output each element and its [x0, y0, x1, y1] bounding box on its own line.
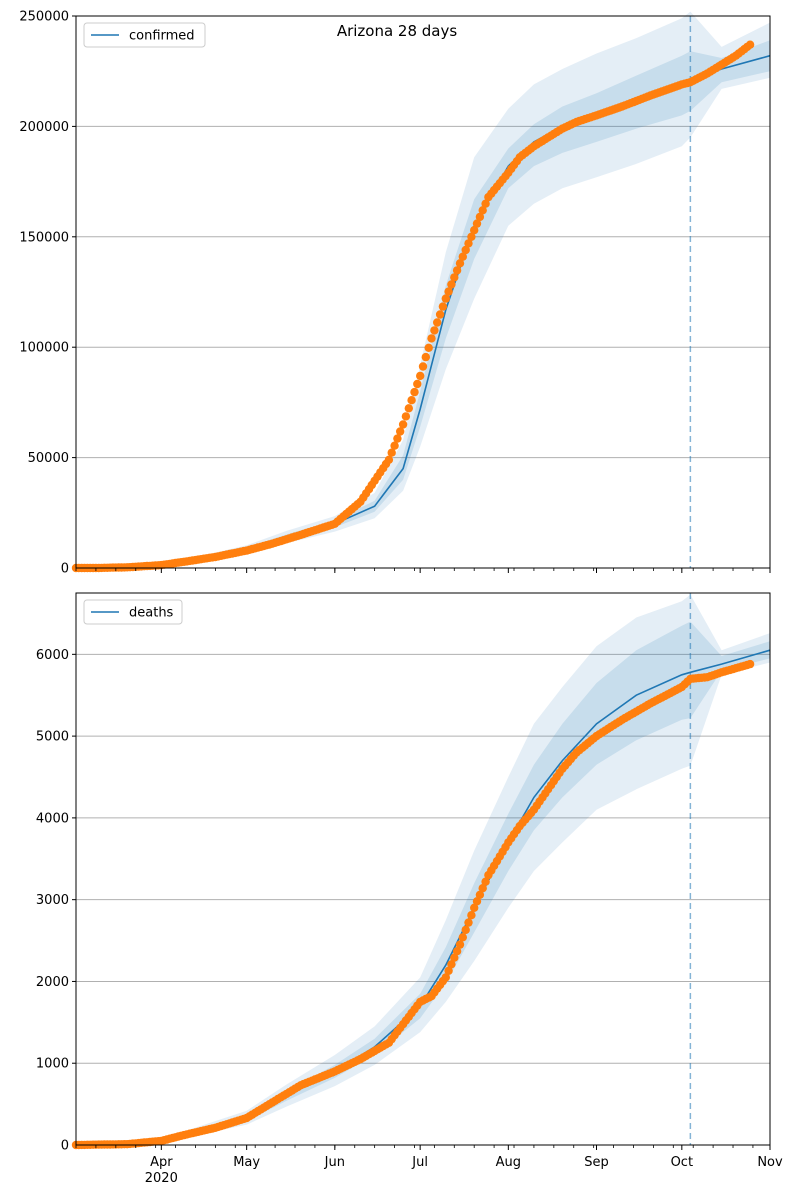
observed-point	[475, 212, 485, 222]
observed-point	[427, 334, 436, 343]
observed-point	[452, 266, 462, 275]
x-tick-label: Oct	[671, 1155, 693, 1170]
x-tick-label: Jun	[324, 1155, 345, 1170]
observed-point	[745, 40, 755, 49]
chart-title: Arizona 28 days	[337, 22, 458, 40]
x-year-label: 2020	[145, 1171, 178, 1186]
y-tick-label: 1000	[36, 1057, 69, 1072]
y-tick-label: 50000	[28, 451, 69, 466]
observed-point	[416, 371, 425, 381]
observed-point	[418, 362, 428, 371]
observed-point	[467, 232, 476, 241]
observed-point	[441, 294, 450, 303]
observed-point	[450, 273, 459, 282]
observed-point	[455, 259, 465, 268]
y-tick-label: 4000	[36, 811, 69, 826]
observed-point	[393, 434, 402, 443]
observed-point	[481, 199, 490, 208]
legend-box	[83, 22, 206, 48]
y-tick-label: 0	[61, 1139, 69, 1154]
observed-point	[413, 379, 422, 389]
observed-point	[407, 396, 416, 405]
y-tick-label: 0	[61, 562, 69, 577]
observed-point	[458, 252, 467, 261]
observed-point	[401, 412, 411, 421]
observed-point	[430, 326, 439, 335]
observed-point	[384, 455, 394, 464]
x-tick-label: Sep	[584, 1155, 609, 1170]
observed-point	[424, 343, 433, 352]
observed-point	[438, 302, 448, 311]
observed-point	[458, 933, 467, 942]
plot-frame	[75, 592, 771, 1146]
legend-label: confirmed	[129, 29, 195, 44]
observed-point	[441, 973, 450, 982]
observed-point	[478, 206, 487, 215]
observed-point	[470, 903, 479, 912]
observed-point	[461, 245, 470, 255]
x-tick-label: Apr	[150, 1155, 173, 1170]
observed-point	[435, 310, 445, 319]
y-tick-label: 3000	[36, 893, 69, 908]
observed-point	[447, 280, 456, 289]
observed-point	[464, 918, 473, 927]
deaths-panel: 0 1000 2000 3000 4000 5000 6000 deaths	[36, 592, 771, 1154]
observed-point	[470, 226, 479, 235]
observed-point	[452, 947, 462, 956]
observed-point	[390, 441, 399, 450]
observed-point	[478, 884, 487, 893]
observed-point	[396, 427, 405, 436]
y-tick-label: 6000	[36, 648, 69, 663]
observed-point	[745, 659, 755, 669]
x-tick-label: Jul	[411, 1155, 428, 1170]
confirmed-panel: 0 50000 100000 150000 200000 250000 confirmed	[19, 10, 771, 577]
y-tick-label: 150000	[19, 230, 69, 245]
observed-point	[421, 352, 430, 362]
x-tick-label: Aug	[496, 1155, 521, 1170]
observed-point	[455, 940, 465, 949]
observed-point	[387, 448, 396, 457]
plot-frame	[75, 15, 771, 569]
legend-box	[83, 599, 183, 625]
observed-point	[398, 420, 408, 429]
observed-point	[410, 387, 419, 397]
observed-point	[433, 318, 442, 327]
x-tick-label: May	[233, 1155, 260, 1170]
legend: confirmed	[83, 22, 206, 48]
y-tick-label: 100000	[19, 341, 69, 356]
observed-point	[481, 877, 490, 886]
shared-x-axis: Apr May Jun Jul Aug Sep Oct Nov 2020	[145, 1155, 783, 1186]
y-tick-label: 5000	[36, 730, 69, 745]
observed-point	[444, 966, 453, 975]
observed-point	[447, 960, 456, 969]
uncertainty-band-outer	[76, 11, 770, 569]
observed-point	[464, 239, 473, 248]
observed-point	[444, 287, 453, 296]
y-tick-label: 250000	[19, 10, 69, 25]
observed-point	[467, 911, 476, 920]
legend: deaths	[83, 599, 183, 625]
observed-point	[450, 953, 459, 962]
y-tick-label: 2000	[36, 975, 69, 990]
observed-point	[472, 897, 482, 906]
observed-point	[461, 925, 470, 935]
observed-point	[472, 219, 482, 228]
observed-point	[404, 404, 413, 413]
y-tick-label: 200000	[19, 120, 69, 135]
x-tick-label: Nov	[757, 1155, 783, 1170]
observed-point	[475, 890, 485, 899]
uncertainty-band-inner	[76, 621, 770, 1145]
legend-label: deaths	[129, 606, 174, 621]
uncertainty-band-inner	[76, 40, 770, 569]
